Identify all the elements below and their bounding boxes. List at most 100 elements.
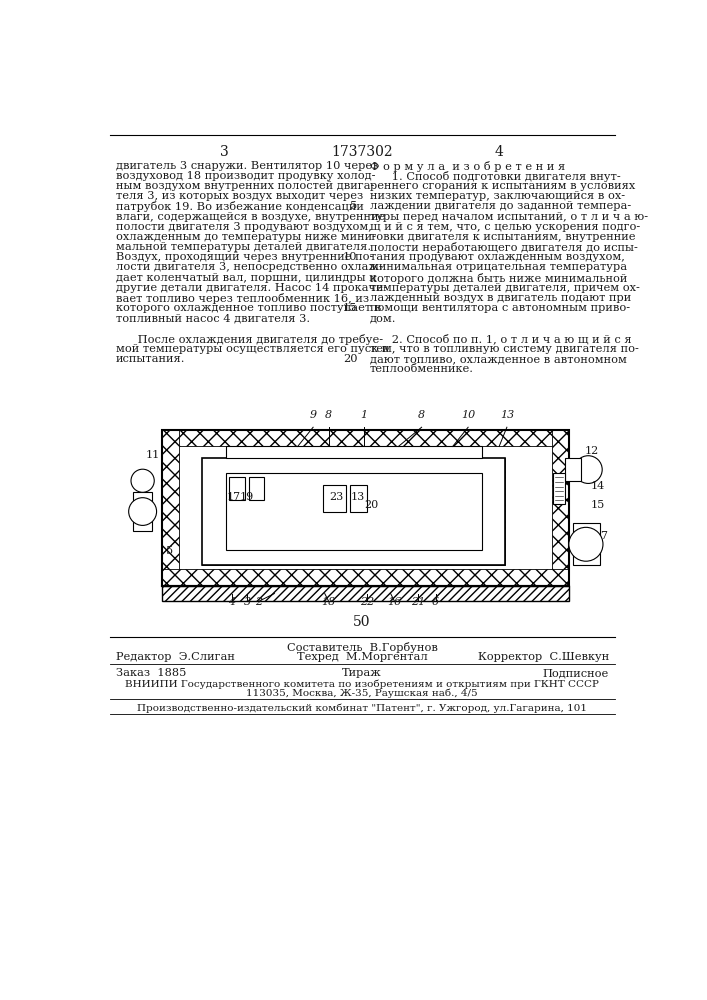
Bar: [179, 446, 552, 569]
Text: 50: 50: [354, 615, 370, 629]
Text: 8: 8: [325, 410, 332, 420]
Text: 10: 10: [461, 410, 475, 420]
Bar: [226, 446, 482, 458]
Text: помощи вентилятора с автономным приво-: помощи вентилятора с автономным приво-: [370, 303, 630, 313]
Text: Воздух, проходящий через внутренние по-: Воздух, проходящий через внутренние по-: [115, 252, 373, 262]
Bar: [162, 430, 569, 586]
Bar: [249, 477, 264, 500]
Text: минимальная отрицательная температура: минимальная отрицательная температура: [370, 262, 627, 272]
Text: Техред  М.Моргентал: Техред М.Моргентал: [296, 652, 427, 662]
Text: Заказ  1885: Заказ 1885: [115, 668, 186, 678]
Text: 9: 9: [310, 410, 317, 420]
Text: 21: 21: [411, 597, 425, 607]
Text: 113035, Москва, Ж-35, Раушская наб., 4/5: 113035, Москва, Ж-35, Раушская наб., 4/5: [246, 688, 478, 698]
Text: 5: 5: [166, 546, 173, 556]
Bar: [230, 477, 245, 500]
Text: дает коленчатый вал, поршни, цилиндры и: дает коленчатый вал, поршни, цилиндры и: [115, 273, 376, 283]
Text: дом.: дом.: [370, 313, 396, 323]
Text: которого должна быть ниже минимальной: которого должна быть ниже минимальной: [370, 273, 627, 284]
Bar: [350, 485, 367, 512]
Text: двигатель 3 снаружи. Вентилятор 10 через: двигатель 3 снаружи. Вентилятор 10 через: [115, 161, 378, 171]
Text: влаги, содержащейся в воздухе, внутренние: влаги, содержащейся в воздухе, внутренни…: [115, 212, 385, 222]
Text: 10: 10: [343, 252, 357, 262]
Text: охлажденным до температуры ниже мини-: охлажденным до температуры ниже мини-: [115, 232, 375, 242]
Text: 22: 22: [361, 597, 375, 607]
Text: 11: 11: [146, 450, 160, 460]
Text: 3: 3: [244, 597, 251, 607]
Bar: [202, 458, 506, 565]
Text: 20: 20: [343, 354, 357, 364]
Bar: [323, 485, 346, 512]
Text: туры перед началом испытаний, о т л и ч а ю-: туры перед началом испытаний, о т л и ч …: [370, 212, 648, 222]
Text: товки двигателя к испытаниям, внутренние: товки двигателя к испытаниям, внутренние: [370, 232, 635, 242]
Text: ВНИИПИ Государственного комитета по изобретениям и открытиям при ГКНТ СССР: ВНИИПИ Государственного комитета по изоб…: [125, 679, 599, 689]
Text: 12: 12: [585, 446, 599, 456]
Text: Корректор  С.Шевкун: Корректор С.Шевкун: [478, 652, 609, 662]
Text: 7: 7: [600, 531, 607, 541]
Text: 2: 2: [255, 597, 262, 607]
Text: 13: 13: [500, 410, 514, 420]
Bar: [202, 458, 226, 565]
Bar: [134, 492, 152, 531]
Circle shape: [569, 527, 603, 561]
Text: вает топливо через теплообменник 16, из: вает топливо через теплообменник 16, из: [115, 293, 368, 304]
Text: 5: 5: [350, 201, 357, 211]
Text: 15: 15: [590, 500, 604, 510]
Text: мальной температуры деталей двигателя.: мальной температуры деталей двигателя.: [115, 242, 370, 252]
Text: Составитель  В.Горбунов: Составитель В.Горбунов: [286, 642, 438, 653]
Text: дают топливо, охлажденное в автономном: дают топливо, охлажденное в автономном: [370, 354, 626, 364]
Text: 13: 13: [351, 492, 366, 502]
Text: 20: 20: [364, 500, 378, 510]
Text: теля 3, из которых воздух выходит через: теля 3, из которых воздух выходит через: [115, 191, 363, 201]
Circle shape: [129, 498, 156, 525]
Text: Производственно-издательский комбинат "Патент", г. Ужгород, ул.Гагарина, 101: Производственно-издательский комбинат "П…: [137, 704, 587, 713]
Text: 4: 4: [495, 145, 503, 159]
Bar: [162, 430, 569, 446]
Text: 1. Способ подготовки двигателя внут-: 1. Способ подготовки двигателя внут-: [370, 171, 621, 182]
Bar: [482, 458, 506, 565]
Text: 17: 17: [226, 492, 240, 502]
Text: которого охлажденное топливо поступает в: которого охлажденное топливо поступает в: [115, 303, 381, 313]
Bar: [162, 430, 179, 586]
Bar: [554, 473, 565, 504]
Text: воздуховод 18 производит продувку холод-: воздуховод 18 производит продувку холод-: [115, 171, 375, 181]
Text: испытания.: испытания.: [115, 354, 185, 364]
Text: 14: 14: [590, 481, 604, 491]
Text: 19: 19: [240, 492, 254, 502]
Text: полости двигателя 3 продувают воздухом,: полости двигателя 3 продувают воздухом,: [115, 222, 371, 232]
Text: лости двигателя 3, непосредственно охлаж-: лости двигателя 3, непосредственно охлаж…: [115, 262, 382, 272]
Text: тания продувают охлажденным воздухом,: тания продувают охлажденным воздухом,: [370, 252, 624, 262]
Text: 4: 4: [228, 597, 235, 607]
Text: лаждении двигателя до заданной темпера-: лаждении двигателя до заданной темпера-: [370, 201, 631, 211]
Text: Редактор  Э.Слиган: Редактор Э.Слиган: [115, 652, 235, 662]
Text: тем, что в топливную систему двигателя по-: тем, что в топливную систему двигателя п…: [370, 344, 638, 354]
Bar: [552, 430, 569, 586]
Text: низких температур, заключающийся в ох-: низких температур, заключающийся в ох-: [370, 191, 625, 201]
Text: 15: 15: [343, 303, 357, 313]
Text: 2. Способ по п. 1, о т л и ч а ю щ и й с я: 2. Способ по п. 1, о т л и ч а ю щ и й с…: [370, 334, 631, 344]
Bar: [226, 473, 482, 550]
Text: 3: 3: [220, 145, 228, 159]
Bar: [162, 569, 569, 586]
Bar: [226, 458, 482, 473]
Bar: [573, 523, 600, 565]
Text: теплообменнике.: теплообменнике.: [370, 364, 474, 374]
Text: патрубок 19. Во избежание конденсации: патрубок 19. Во избежание конденсации: [115, 201, 363, 212]
Circle shape: [574, 456, 602, 483]
Text: полости неработающего двигателя до испы-: полости неработающего двигателя до испы-: [370, 242, 638, 253]
Text: 8: 8: [418, 410, 425, 420]
Text: другие детали двигателя. Насос 14 прокачи-: другие детали двигателя. Насос 14 прокач…: [115, 283, 387, 293]
Text: 23: 23: [329, 492, 344, 502]
Text: 18: 18: [322, 597, 336, 607]
Text: температуры деталей двигателя, причем ох-: температуры деталей двигателя, причем ох…: [370, 283, 640, 293]
Text: 1: 1: [360, 410, 367, 420]
Text: щ и й с я тем, что, с целью ускорения подго-: щ и й с я тем, что, с целью ускорения по…: [370, 222, 640, 232]
Text: топливный насос 4 двигателя 3.: топливный насос 4 двигателя 3.: [115, 313, 310, 323]
Text: После охлаждения двигателя до требуе-: После охлаждения двигателя до требуе-: [115, 334, 382, 345]
Circle shape: [131, 469, 154, 492]
Text: 1737302: 1737302: [331, 145, 393, 159]
Text: 16: 16: [387, 597, 402, 607]
Bar: [226, 550, 482, 565]
Text: мой температуры осуществляется его пуск и: мой температуры осуществляется его пуск …: [115, 344, 389, 354]
Text: лажденный воздух в двигатель подают при: лажденный воздух в двигатель подают при: [370, 293, 631, 303]
